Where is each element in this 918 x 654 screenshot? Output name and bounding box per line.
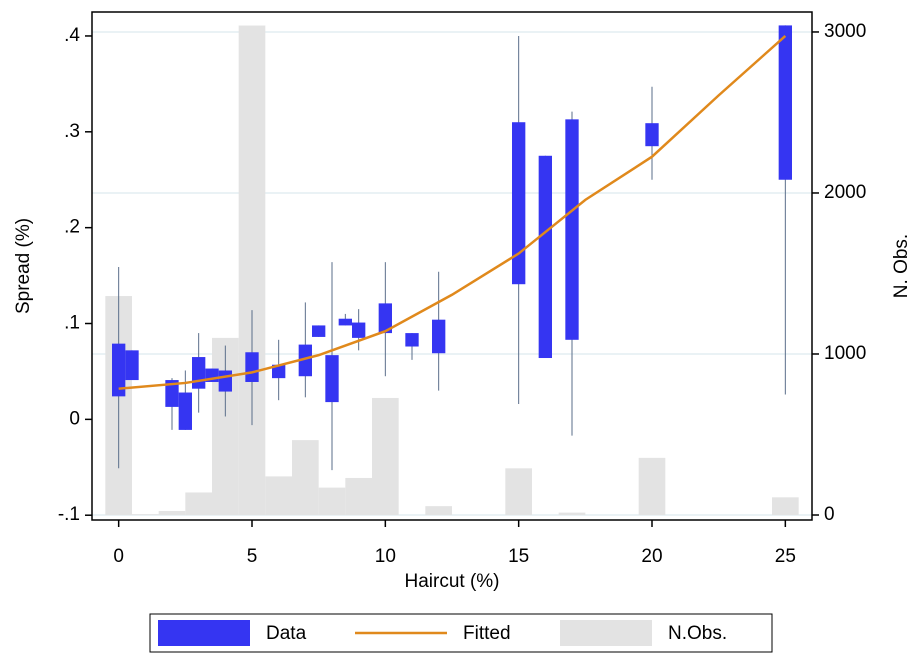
y-tick-label: 0 — [69, 408, 80, 429]
histogram-bar — [772, 497, 799, 516]
x-tick-label: 15 — [508, 546, 529, 567]
histogram-bar — [185, 492, 212, 516]
box — [538, 155, 552, 359]
y-axis-title: Spread (%) — [13, 218, 34, 314]
box — [245, 352, 259, 382]
histogram-bar — [505, 468, 532, 516]
x-tick-label: 20 — [641, 546, 662, 567]
x-axis-title: Haircut (%) — [404, 571, 499, 592]
box — [312, 325, 326, 337]
box — [432, 319, 446, 354]
box — [218, 370, 232, 392]
box — [378, 303, 392, 334]
histogram-bar — [372, 397, 399, 516]
histogram-bar — [292, 440, 319, 516]
box — [192, 357, 206, 389]
legend-label: Fitted — [463, 623, 511, 644]
box — [645, 123, 659, 147]
x-tick-label: 0 — [113, 546, 124, 567]
x-tick-label: 25 — [775, 546, 796, 567]
box — [352, 322, 366, 338]
box — [565, 119, 579, 340]
y-tick-label: .3 — [64, 121, 80, 142]
y-tick-label: .1 — [64, 313, 80, 334]
histogram-bar — [345, 477, 372, 516]
histogram-bar — [558, 512, 586, 516]
y2-axis-title: N. Obs. — [891, 234, 912, 298]
fitted-line — [118, 35, 787, 390]
y2-tick-label: 2000 — [824, 182, 866, 203]
legend-label: Data — [266, 623, 307, 644]
histogram-bar — [638, 457, 666, 516]
histogram-bar — [265, 476, 292, 516]
box — [325, 355, 339, 403]
box — [165, 380, 179, 407]
x-tick-label: 10 — [375, 546, 396, 567]
box — [112, 343, 126, 397]
box — [298, 344, 312, 377]
histogram-bar — [238, 25, 266, 516]
box — [778, 25, 792, 180]
y-tick-label: -.1 — [58, 504, 80, 525]
y-tick-label: .4 — [64, 25, 80, 46]
plot-frame — [91, 11, 813, 521]
x-tick-label: 5 — [247, 546, 258, 567]
box — [512, 122, 526, 285]
box — [178, 392, 192, 430]
legend-label: N.Obs. — [668, 623, 727, 644]
histogram-bar — [158, 510, 186, 516]
legend — [149, 613, 773, 653]
y2-tick-label: 3000 — [824, 21, 866, 42]
y2-tick-label: 1000 — [824, 343, 866, 364]
legend-swatch — [158, 620, 250, 646]
box — [272, 364, 286, 379]
legend-swatch — [560, 620, 652, 646]
histogram-bar — [318, 487, 346, 516]
box — [405, 333, 419, 347]
y2-tick-label: 0 — [824, 504, 835, 525]
histogram-bar — [132, 514, 159, 516]
box — [125, 350, 139, 381]
box — [338, 318, 352, 326]
y-tick-label: .2 — [64, 217, 80, 238]
histogram-bar — [425, 506, 452, 516]
